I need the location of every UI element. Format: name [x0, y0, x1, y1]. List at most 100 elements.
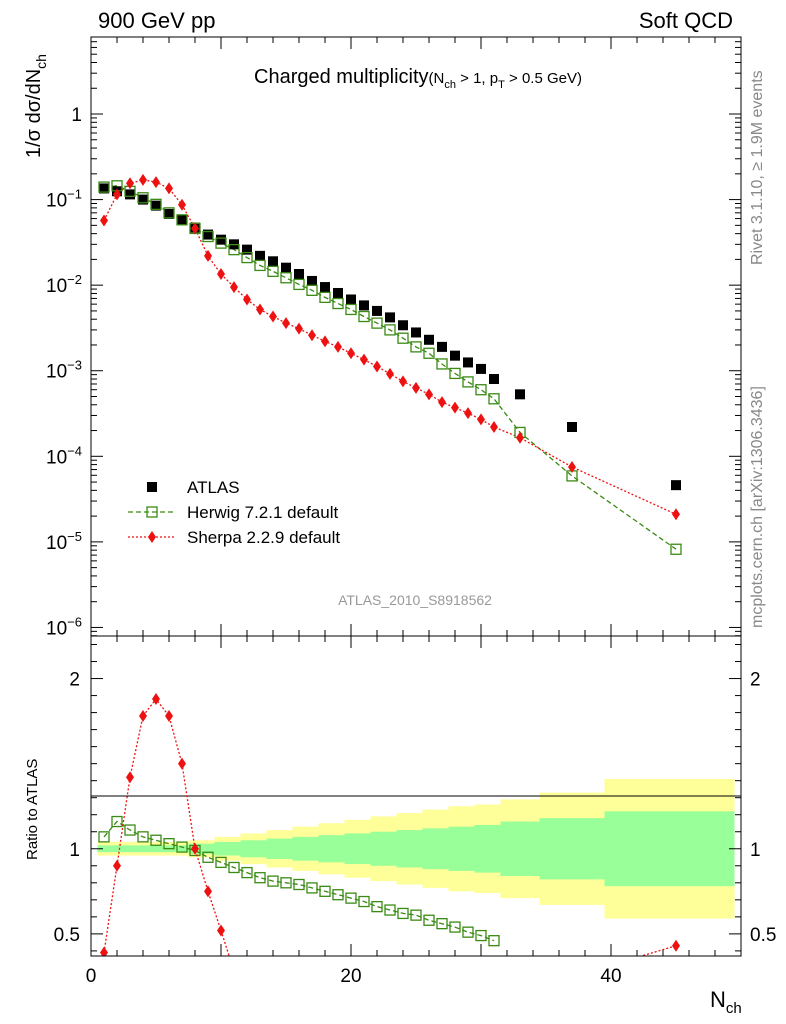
data-point	[332, 297, 344, 310]
data-point	[346, 294, 356, 305]
ratio-point-box	[397, 907, 409, 920]
data-point	[99, 183, 109, 194]
ratio-point-box	[241, 866, 253, 879]
ratio-point	[397, 907, 409, 920]
ratio-point-box	[358, 895, 370, 908]
ratio-point-box	[150, 834, 162, 846]
data-point-box	[215, 237, 227, 249]
main-series-layer	[98, 173, 682, 555]
data-point	[152, 176, 160, 189]
data-point	[228, 243, 240, 256]
ratio-point	[202, 851, 214, 863]
main-y-tick-labels: 110−110−210−310−410−510−6	[46, 105, 82, 639]
series-line	[103, 185, 677, 550]
x-tick-label: 0	[86, 966, 97, 987]
data-point-box	[488, 393, 500, 405]
data-point	[319, 291, 331, 304]
series-line	[103, 179, 677, 515]
ratio-point	[152, 692, 160, 705]
ratio-y-tick-label-right: 1	[750, 840, 761, 861]
inner-band	[240, 840, 267, 858]
ratio-point-box	[137, 831, 149, 843]
data-point	[384, 324, 396, 336]
data-point	[490, 420, 498, 433]
data-point	[269, 310, 277, 323]
data-point	[203, 229, 213, 240]
data-point	[489, 374, 499, 385]
y-tick-label: 10−1	[46, 187, 82, 212]
legend: ATLAS Herwig 7.2.1 default Sherpa 2.2.9 de…	[128, 478, 340, 547]
ratio-point	[267, 875, 279, 887]
data-point	[280, 272, 292, 284]
data-point-box	[98, 181, 110, 193]
y-tick-base: 10	[46, 276, 67, 297]
data-point	[151, 200, 161, 211]
y-axis-label-text: 1/σ dσ/dN	[23, 69, 45, 158]
data-point	[113, 188, 121, 201]
data-point	[397, 332, 409, 344]
ratio-point	[672, 939, 680, 952]
ratio-point	[371, 900, 383, 913]
legend-label: ATLAS	[187, 478, 240, 497]
inner-band	[292, 836, 319, 861]
data-point	[334, 340, 342, 353]
y-tick-base: 1	[71, 105, 82, 126]
title-cut-close: > 0.5 GeV)	[505, 70, 582, 87]
ratio-y-tick-label-right: 0.5	[750, 925, 776, 946]
data-point	[178, 198, 186, 211]
y-tick-base: 10	[46, 618, 67, 639]
inner-band	[97, 845, 189, 853]
title-main: Charged multiplicity	[254, 66, 429, 88]
ratio-point	[293, 878, 305, 891]
ratio-point-box	[228, 861, 240, 874]
ratio-point	[98, 831, 110, 843]
ratio-point-box	[436, 918, 448, 930]
legend-marker-box	[146, 506, 158, 518]
inner-band	[500, 821, 540, 876]
y-tick-exponent: −1	[67, 187, 82, 202]
data-point	[672, 508, 680, 521]
data-point-box	[345, 303, 357, 316]
inner-band	[318, 835, 345, 863]
data-point	[150, 198, 162, 210]
inner-band	[604, 811, 735, 887]
data-point	[372, 305, 382, 316]
data-point	[242, 244, 252, 255]
ratio-point	[436, 918, 448, 930]
data-point-box	[384, 324, 396, 336]
ratio-point	[124, 824, 136, 836]
x-tick-labels: 0 20 40	[86, 966, 622, 987]
ratio-point-box	[280, 877, 292, 889]
data-point-box	[423, 347, 435, 359]
data-point	[386, 367, 394, 380]
data-point-box	[397, 332, 409, 344]
data-point	[476, 363, 486, 374]
data-point	[398, 320, 408, 331]
data-point-box	[475, 384, 487, 396]
data-point	[345, 303, 357, 316]
ratio-plot-frame	[90, 635, 742, 957]
data-point	[451, 401, 459, 414]
ratio-point	[306, 882, 318, 894]
data-point	[463, 357, 473, 368]
data-point	[360, 353, 368, 366]
ratio-point-box	[306, 882, 318, 894]
y-tick-label: 10−2	[46, 272, 82, 297]
y-tick-exponent: −2	[67, 272, 82, 287]
data-point	[399, 375, 407, 388]
data-point	[450, 350, 460, 361]
data-point	[477, 413, 485, 426]
ratio-point-box	[254, 872, 266, 884]
y-tick-exponent: −4	[67, 443, 82, 458]
ratio-point	[111, 815, 123, 828]
ratio-series-layer	[98, 692, 680, 956]
data-point	[255, 250, 265, 261]
data-point	[125, 189, 135, 200]
data-point	[281, 262, 291, 273]
data-point	[358, 310, 370, 323]
data-point	[670, 543, 682, 555]
main-axis-ticks	[90, 37, 742, 637]
ratio-y-tick-label-left: 2	[69, 670, 80, 691]
ratio-clipped	[98, 692, 680, 956]
data-point	[488, 393, 500, 405]
